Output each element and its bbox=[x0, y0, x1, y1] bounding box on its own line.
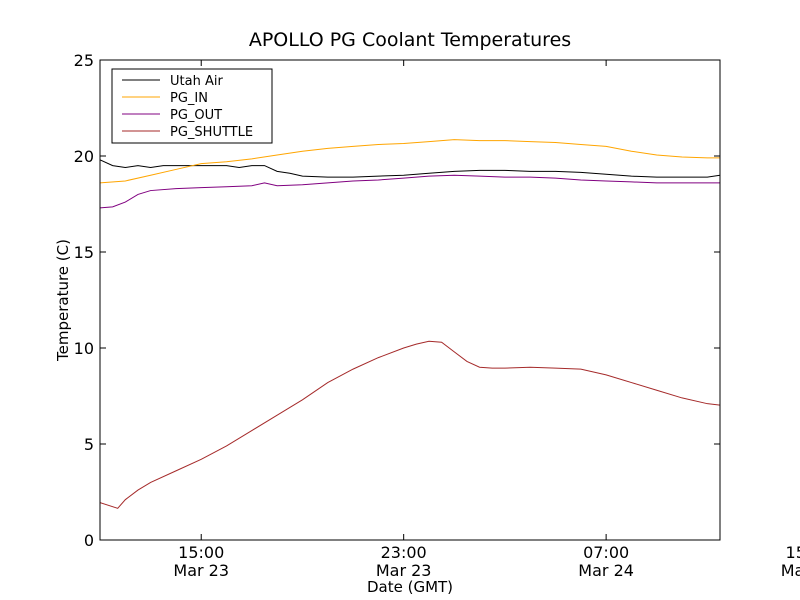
x-tick-date-label: Mar 23 bbox=[376, 561, 432, 580]
y-tick-label: 20 bbox=[74, 147, 94, 166]
series-line-pg-shuttle bbox=[100, 340, 720, 509]
x-tick-time-label: 15:00 bbox=[786, 543, 800, 562]
plot-frame bbox=[99, 59, 721, 541]
x-tick-date-label: Mar 23 bbox=[173, 561, 229, 580]
y-tick-label: 5 bbox=[84, 435, 94, 454]
y-axis-label: Temperature (C) bbox=[54, 239, 72, 362]
y-axis: 0 5 10 15 20 25 bbox=[74, 51, 720, 550]
series-line-pg-out bbox=[100, 174, 720, 209]
plot-area bbox=[100, 139, 720, 509]
series-layer bbox=[100, 139, 720, 509]
x-tick-time-label: 23:00 bbox=[381, 543, 427, 562]
y-tick-label: 15 bbox=[74, 243, 94, 262]
series-line-pg-in bbox=[100, 139, 720, 184]
legend-label: Utah Air bbox=[170, 74, 223, 89]
legend: Utah Air PG_IN PG_OUT PG_SHUTTLE bbox=[111, 68, 273, 144]
legend-label: PG_SHUTTLE bbox=[170, 125, 253, 140]
legend-label: PG_IN bbox=[170, 91, 208, 106]
x-tick-date-label: Mar 24 bbox=[781, 561, 800, 580]
chart-title: APOLLO PG Coolant Temperatures bbox=[249, 29, 571, 51]
series-line-utah-air bbox=[100, 159, 720, 178]
y-tick-label: 10 bbox=[74, 339, 94, 358]
x-tick-time-label: 07:00 bbox=[583, 543, 629, 562]
x-tick-date-label: Mar 24 bbox=[578, 561, 634, 580]
y-tick-label: 25 bbox=[74, 51, 94, 70]
y-tick-label: 0 bbox=[84, 531, 94, 550]
legend-label: PG_OUT bbox=[170, 108, 222, 123]
x-axis-label: Date (GMT) bbox=[367, 578, 453, 596]
x-tick-time-label: 15:00 bbox=[178, 543, 224, 562]
